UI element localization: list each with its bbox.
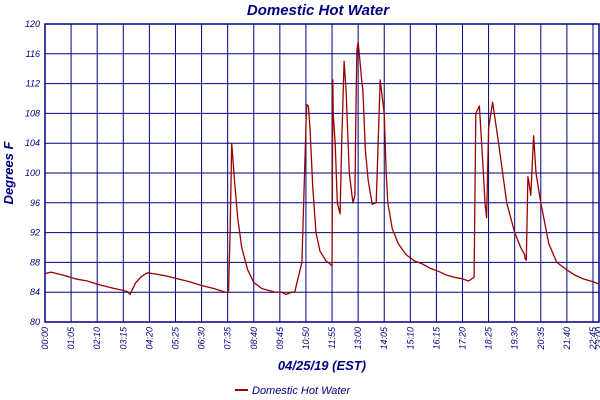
x-tick-label: 21:40 (562, 327, 572, 351)
x-tick-label: 14:05 (379, 326, 389, 350)
x-tick-label: 07:35 (223, 326, 233, 350)
y-axis-ticks: 80 84 88 92 96 100 104 108 112 116 120 (25, 19, 40, 327)
y-tick-label: 100 (25, 168, 40, 178)
x-tick-label: 22:45 (588, 326, 598, 351)
legend-label: Domestic Hot Water (252, 385, 352, 397)
x-axis-ticks: 00:00 01:05 02:10 03:15 04:20 05:25 06:30 07:35… (40, 326, 600, 351)
y-tick-label: 116 (26, 49, 40, 59)
x-tick-label: 13:00 (353, 327, 363, 350)
x-tick-label: 08:40 (249, 327, 259, 350)
x-tick-label: 00:00 (40, 327, 50, 350)
legend: Domestic Hot Water (235, 385, 352, 397)
x-tick-label: 09:45 (275, 326, 285, 350)
y-tick-label: 108 (25, 108, 40, 118)
y-tick-label: 120 (25, 19, 40, 29)
x-tick-label: 23:00 (594, 327, 600, 351)
x-tick-label: 01:05 (66, 326, 76, 350)
gridlines (44, 23, 600, 323)
series-layer (44, 41, 600, 296)
x-tick-label: 20:35 (536, 326, 546, 351)
y-tick-label: 84 (30, 287, 40, 297)
y-tick-label: 88 (30, 257, 40, 267)
y-axis-title: Degrees F (1, 141, 16, 205)
x-tick-label: 10:50 (301, 327, 311, 350)
y-tick-label: 80 (30, 317, 40, 327)
x-tick-label: 06:30 (197, 327, 207, 350)
x-tick-label: 05:25 (170, 326, 180, 350)
x-tick-label: 04:20 (144, 327, 154, 350)
x-tick-label: 02:10 (92, 327, 102, 350)
plot-area (44, 23, 600, 323)
x-tick-label: 19:30 (510, 327, 520, 350)
x-tick-label: 17:20 (458, 327, 468, 350)
series-line-domestic-hot-water (44, 41, 600, 296)
y-tick-label: 92 (30, 228, 40, 238)
y-tick-label: 104 (25, 138, 40, 148)
x-tick-label: 15:10 (405, 327, 415, 350)
x-tick-label: 18:25 (484, 326, 494, 350)
y-tick-label: 112 (26, 79, 40, 89)
x-tick-label: 11:55 (327, 326, 337, 349)
y-tick-label: 96 (30, 198, 40, 208)
chart-title: Domestic Hot Water (247, 2, 390, 19)
x-tick-label: 16:15 (431, 326, 441, 350)
x-tick-label: 03:15 (118, 326, 128, 350)
x-axis-title: 04/25/19 (EST) (278, 358, 366, 373)
